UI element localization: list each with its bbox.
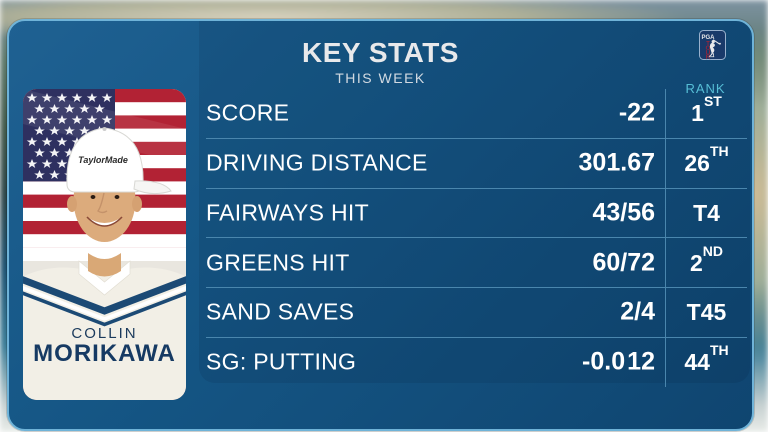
svg-text:TaylorMade: TaylorMade [78, 155, 128, 165]
